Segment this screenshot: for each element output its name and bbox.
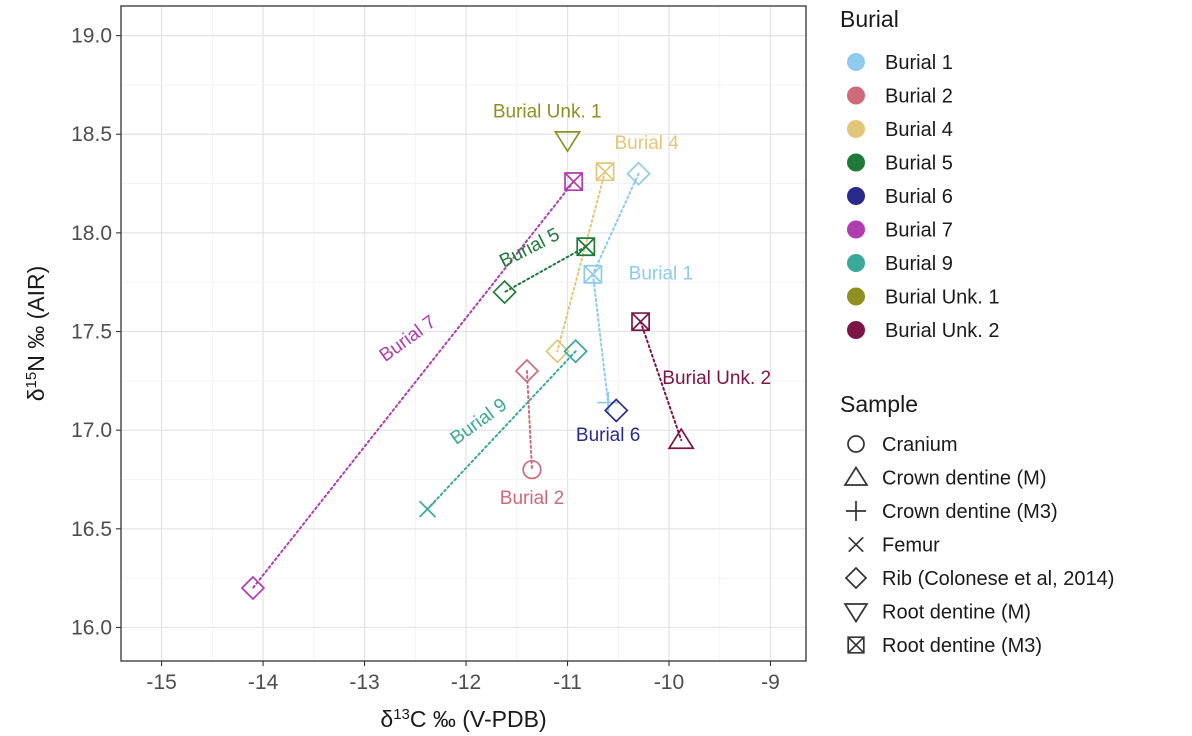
legend-label-burial-7: Burial 7 (885, 220, 953, 242)
point-burial-1-rib-colonese-et-al-2014 (626, 161, 651, 186)
legend-burial-entries: Burial 1 Burial 2 Burial 4 Burial 5 Burial 6… (847, 52, 1000, 342)
legend-key-crown-dentine-m3 (846, 501, 866, 521)
x-axis-ticks: -15 -14 -13 -12 -11 -10 -9 (146, 661, 780, 694)
legend-key-cranium (847, 435, 865, 453)
legend-key-burial-9 (847, 254, 865, 272)
legend-label-burial-1: Burial 1 (885, 52, 953, 74)
legend-key-burial-5 (847, 153, 865, 172)
legend-key-burial-2 (847, 86, 865, 105)
x-tick-label: -9 (761, 671, 780, 694)
connector-lines (251, 170, 683, 590)
annotation-burial-1: Burial 1 (629, 263, 693, 284)
legend-key-burial-4 (847, 120, 865, 138)
legend-label-femur: Femur (882, 535, 940, 557)
annotation-burial-4: Burial 4 (614, 133, 679, 154)
y-tick-label: 18.5 (71, 123, 112, 146)
point-burial-unk-2-root-dentine-m3 (631, 312, 651, 332)
legend-label-burial-9: Burial 9 (885, 253, 953, 275)
legend-key-crown-dentine-m (843, 465, 869, 486)
legend-label-root-dentine-m3: Root dentine (M3) (882, 635, 1042, 657)
annotation-burial-6: Burial 6 (576, 425, 640, 446)
annotation-burial-2: Burial 2 (500, 488, 564, 509)
y-tick-label: 17.0 (71, 419, 112, 442)
annotation-burial-7: Burial 7 (376, 312, 440, 367)
x-axis-title: δ13C ‰ (V-PDB) (380, 706, 546, 733)
grid-lines (121, 6, 806, 661)
legend-label-burial-4: Burial 4 (885, 119, 953, 141)
legend-key-burial-1 (847, 53, 865, 71)
point-burial-6-rib-colonese-et-al-2014 (604, 398, 629, 423)
legend-key-burial-unk-1 (847, 287, 865, 306)
point-burial-7-rib-colonese-et-al-2014 (240, 575, 266, 601)
legend-sample-entries: Cranium Crown dentine (M) Crown dentine (M… (843, 434, 1114, 657)
point-burial-4-rib-colonese-et-al-2014 (545, 339, 570, 364)
data-points (240, 131, 695, 601)
y-tick-label: 17.5 (71, 321, 112, 344)
x-tick-label: -15 (146, 671, 176, 694)
legend-label-rib-colonese-et-al-2014: Rib (Colonese et al, 2014) (882, 568, 1114, 590)
legend-burial-title: Burial (840, 6, 899, 32)
legend-label-root-dentine-m: Root dentine (M) (882, 602, 1031, 624)
point-burial-unk-1-root-dentine-m (553, 131, 582, 153)
point-burial-9-rib-colonese-et-al-2014 (563, 339, 588, 364)
x-tick-label: -12 (451, 671, 481, 694)
legend-label-cranium: Cranium (882, 434, 958, 456)
legend-label-burial-6: Burial 6 (885, 186, 953, 208)
y-axis-ticks: 16.0 16.5 17.0 17.5 18.0 18.5 19.0 (71, 25, 121, 639)
point-burial-5-rib-colonese-et-al-2014 (492, 279, 517, 305)
legend-key-burial-unk-2 (847, 321, 865, 339)
legend-key-rib-colonese-et-al-2014 (844, 566, 868, 590)
legend-label-burial-unk-1: Burial Unk. 1 (885, 287, 1000, 309)
legend-label-burial-2: Burial 2 (885, 86, 953, 108)
y-tick-label: 19.0 (71, 25, 112, 48)
connector-burial-4 (556, 170, 607, 353)
x-tick-label: -10 (654, 671, 684, 694)
point-burial-1-root-dentine-m3 (583, 264, 603, 284)
annotation-burial-unk-2: Burial Unk. 2 (662, 368, 771, 389)
annotation-burial-9: Burial 9 (447, 394, 511, 449)
legend-label-crown-dentine-m3: Crown dentine (M3) (882, 501, 1058, 523)
legend-key-burial-6 (847, 187, 865, 205)
legend-label-crown-dentine-m: Crown dentine (M) (882, 468, 1047, 490)
point-burial-1-crown-dentine-m3 (597, 391, 620, 414)
point-burial-7-root-dentine-m3 (564, 172, 584, 192)
legend-key-femur (848, 536, 864, 553)
legend-key-burial-7 (847, 220, 865, 239)
point-burial-unk-2-crown-dentine-m (667, 427, 695, 450)
connector-burial-1 (591, 273, 610, 404)
point-burial-2-rib-colonese-et-al-2014 (514, 358, 540, 384)
x-tick-label: -11 (553, 671, 582, 694)
legend-key-root-dentine-m (843, 603, 869, 624)
plot-panel (120, 5, 807, 662)
connector-burial-5 (503, 245, 587, 294)
legend-sample-title: Sample (840, 391, 918, 417)
connector-burial-7 (251, 180, 575, 590)
legend-label-burial-unk-2: Burial Unk. 2 (885, 320, 1000, 342)
point-burial-9-femur (418, 500, 436, 518)
y-tick-label: 16.5 (71, 518, 112, 541)
legend-label-burial-5: Burial 5 (885, 153, 953, 175)
point-burial-5-root-dentine-m3 (576, 237, 596, 257)
point-burial-2-cranium (522, 459, 542, 480)
connector-burial-unk-2 (639, 320, 683, 442)
x-tick-label: -13 (349, 671, 379, 694)
y-tick-label: 16.0 (71, 616, 112, 639)
legend-key-root-dentine-m3 (847, 636, 865, 654)
connector-burial-1 (591, 172, 640, 276)
y-axis-title: δ15N ‰ (AIR) (23, 266, 50, 402)
connector-burial-2 (525, 369, 533, 471)
annotation-burial-unk-1: Burial Unk. 1 (493, 102, 602, 123)
point-burial-4-root-dentine-m3 (595, 162, 615, 182)
x-tick-label: -14 (248, 671, 279, 694)
y-tick-label: 18.0 (71, 222, 112, 245)
connector-burial-9 (426, 350, 577, 511)
